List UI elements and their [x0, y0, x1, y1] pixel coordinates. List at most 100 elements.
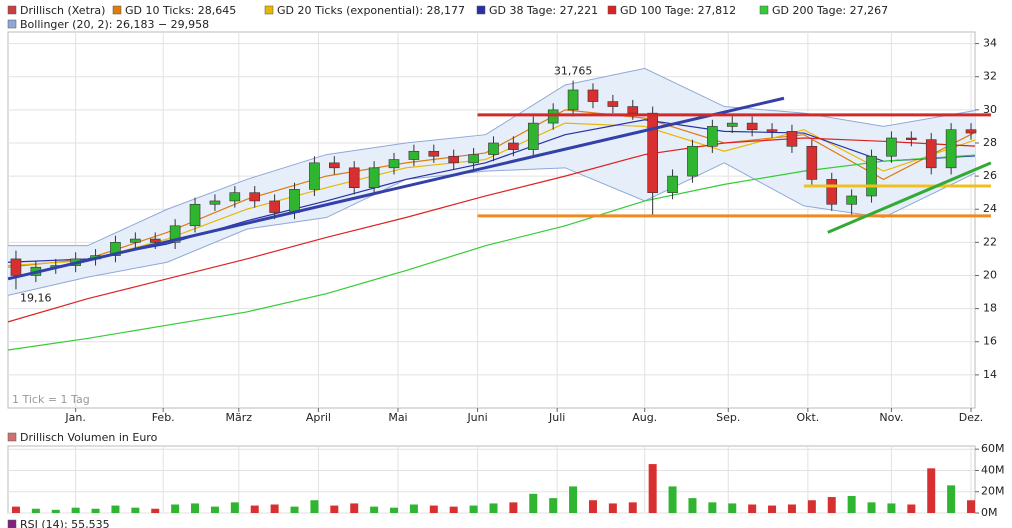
- candle-body: [368, 167, 380, 189]
- y-tick-label: 14: [983, 368, 997, 381]
- volume-bar: [827, 497, 836, 513]
- volume-bar: [489, 503, 498, 513]
- x-tick-label: Aug.: [632, 411, 657, 424]
- x-tick-label: Feb.: [152, 411, 175, 424]
- volume-bar: [370, 506, 379, 513]
- volume-bar: [449, 506, 458, 513]
- volume-bar: [71, 507, 80, 513]
- volume-bar: [648, 464, 657, 513]
- y-tick-label: 18: [983, 302, 997, 315]
- legend-label: GD 10 Ticks: 28,645: [125, 4, 236, 17]
- volume-bar: [867, 502, 876, 513]
- candle-body: [667, 175, 678, 193]
- candle-body: [448, 155, 459, 164]
- volume-bar: [708, 502, 717, 513]
- candle-body: [269, 200, 280, 213]
- bollinger-lower: [7, 162, 976, 296]
- volume-bar: [967, 500, 976, 513]
- legend-swatch: [476, 5, 486, 15]
- candle-body: [587, 89, 599, 102]
- candle-body: [229, 192, 241, 202]
- candle-body: [806, 145, 818, 180]
- y-tick-label: 20M: [981, 485, 1005, 498]
- volume-bar: [31, 508, 40, 513]
- volume-bar: [768, 505, 777, 513]
- volume-bar: [250, 505, 259, 513]
- legend-label: GD 38 Tage: 27,221: [489, 4, 598, 17]
- volume-bar: [887, 503, 896, 513]
- candle-body: [249, 192, 261, 202]
- volume-bar: [191, 503, 200, 513]
- y-tick-label: 0M: [981, 506, 998, 519]
- volume-bar: [310, 500, 319, 513]
- candle-body: [567, 89, 579, 111]
- y-tick-label: 30: [983, 103, 997, 116]
- volume-bar: [409, 504, 418, 513]
- x-tick-label: Nov.: [879, 411, 903, 424]
- candle-body: [965, 129, 977, 134]
- candle-body: [707, 126, 718, 147]
- volume-bar: [290, 506, 299, 513]
- candle-body: [547, 109, 559, 124]
- volume-bar: [807, 500, 816, 513]
- legend-swatch: [264, 5, 274, 15]
- volume-bar: [509, 502, 518, 513]
- volume-bar: [210, 506, 219, 513]
- legend-swatch: [7, 5, 17, 15]
- volume-bar: [469, 505, 478, 513]
- x-tick-label: Juni: [466, 411, 487, 424]
- volume-bar: [111, 505, 120, 513]
- y-tick-label: 28: [983, 136, 997, 149]
- x-tick-label: April: [306, 411, 331, 424]
- legend-label: GD 200 Tage: 27,267: [772, 4, 888, 17]
- y-tick-label: 26: [983, 169, 997, 182]
- candle-body: [309, 162, 320, 190]
- volume-bar: [787, 504, 796, 513]
- moving-average: [7, 109, 976, 268]
- candle-body: [388, 159, 400, 169]
- legend-label: Drillisch (Xetra): [20, 4, 105, 17]
- volume-bar: [151, 508, 160, 513]
- candle-body: [488, 142, 499, 155]
- candle-body: [925, 139, 937, 169]
- volume-bar: [171, 504, 180, 513]
- candle-body: [786, 131, 798, 147]
- volume-bar: [429, 505, 438, 513]
- candle-body: [607, 101, 619, 107]
- candle-body: [130, 238, 141, 243]
- volume-bar: [748, 504, 757, 513]
- legend-swatch: [112, 5, 122, 15]
- volume-bar: [569, 486, 578, 513]
- legend-swatch: [7, 19, 17, 29]
- x-tick-label: März: [226, 411, 253, 424]
- volume-bar: [131, 507, 140, 513]
- candle-body: [428, 150, 440, 157]
- volume-bar: [91, 508, 100, 513]
- volume-bar: [728, 503, 737, 513]
- candle-body: [826, 179, 838, 205]
- legend-swatch: [759, 5, 769, 15]
- legend-swatch: [607, 5, 617, 15]
- candle-body: [846, 195, 857, 205]
- y-tick-label: 40M: [981, 463, 1005, 476]
- volume-bar: [947, 485, 956, 513]
- candle-body: [169, 225, 181, 243]
- legend-swatch: [7, 519, 17, 528]
- trend-line: [7, 96, 785, 281]
- volume-bar: [51, 509, 60, 513]
- y-tick-label: 60M: [981, 442, 1005, 455]
- volume-bar: [907, 504, 916, 513]
- volume-bar: [230, 502, 239, 513]
- volume-bar: [549, 498, 558, 513]
- legend-label: Bollinger (20, 2): 26,183 − 29,958: [20, 18, 209, 31]
- volume-bar: [847, 495, 856, 513]
- candle-body: [866, 155, 877, 197]
- moving-average: [7, 137, 976, 323]
- candle-body: [945, 129, 957, 169]
- candle-body: [766, 129, 778, 132]
- legend-swatch: [7, 432, 17, 442]
- volume-bar: [608, 503, 617, 513]
- x-tick-label: Dez.: [959, 411, 984, 424]
- y-tick-label: 34: [983, 37, 997, 50]
